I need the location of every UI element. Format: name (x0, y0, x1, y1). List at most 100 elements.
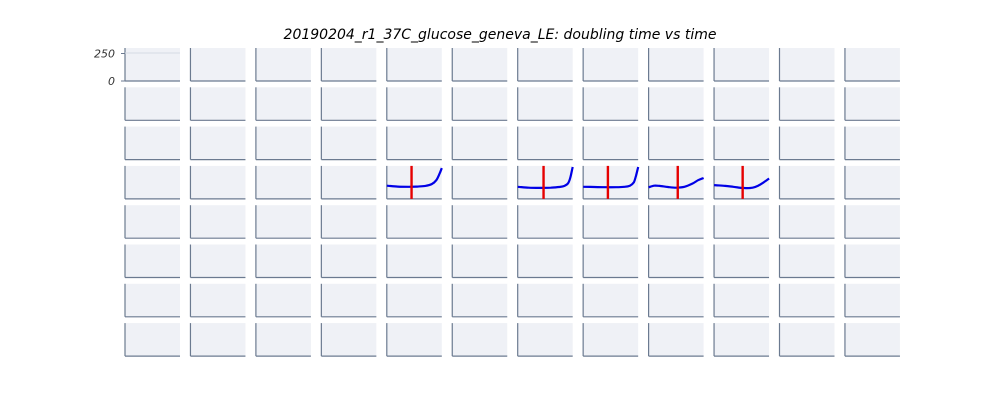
panel-background (386, 283, 442, 317)
series-line-r3-c7 (583, 166, 640, 189)
panel-background (714, 87, 770, 121)
panel-background (583, 244, 639, 278)
panel-background (583, 205, 639, 239)
panel-r6-c10 (778, 283, 835, 318)
panel-r1-c11 (844, 87, 900, 121)
panel-background (255, 244, 311, 278)
panel-r6-c5 (451, 283, 508, 318)
panel-background (517, 165, 573, 199)
panel-r1-c6 (517, 87, 573, 121)
panel-r1-c5 (451, 87, 508, 121)
panel-r4-c10 (778, 205, 835, 239)
panel-r2-c9 (713, 126, 770, 161)
panel-background (190, 323, 246, 357)
panel-background (714, 323, 770, 357)
panel-background (517, 87, 573, 121)
panel-r7-c4 (386, 323, 442, 357)
panel-r5-c11 (844, 244, 900, 279)
panel-r6-c0 (124, 283, 180, 318)
panel-r5-c10 (778, 244, 835, 279)
panel-r2-c5 (451, 126, 508, 161)
panel-r0-c7 (582, 48, 639, 82)
panel-background (583, 283, 639, 317)
panel-background (190, 205, 246, 239)
panel-background (452, 205, 508, 239)
panel-r2-c7 (582, 126, 639, 161)
panel-r1-c2 (255, 87, 311, 121)
panel-r4-c2 (255, 205, 311, 239)
panel-r6-c6 (517, 283, 573, 318)
panel-background (844, 126, 900, 160)
panel-background (190, 165, 246, 199)
panel-r2-c4 (386, 126, 442, 161)
panel-r1-c4 (386, 87, 442, 121)
panel-background (779, 244, 835, 278)
panel-r3-c6 (517, 165, 573, 200)
panel-background (844, 323, 900, 357)
panel-background (125, 323, 180, 357)
panel-r5-c7 (582, 244, 639, 279)
panel-r6-c11 (844, 283, 900, 318)
panel-background (517, 283, 573, 317)
panel-r0-c1 (189, 48, 246, 82)
panel-r4-c1 (189, 205, 246, 239)
panel-background (386, 126, 442, 160)
panel-r7-c11 (844, 323, 900, 357)
panel-r5-c0 (124, 244, 180, 279)
panel-background (321, 87, 377, 121)
panel-r3-c4 (386, 165, 442, 200)
panel-background (321, 126, 377, 160)
panel-background (844, 48, 900, 81)
panel-background (386, 205, 442, 239)
panel-r4-c6 (517, 205, 573, 239)
panel-background (583, 165, 639, 199)
panel-background (844, 165, 900, 199)
panel-r2-c0 (124, 126, 180, 161)
panel-r0-c2 (255, 48, 311, 82)
panel-background (386, 244, 442, 278)
panel-background (517, 205, 573, 239)
panel-r4-c7 (582, 205, 639, 239)
panel-r1-c8 (647, 87, 704, 121)
panel-r7-c0 (124, 323, 180, 357)
panel-background (125, 283, 180, 317)
panel-r7-c1 (189, 323, 246, 357)
panel-r0-c6 (517, 48, 573, 82)
panel-r1-c9 (713, 87, 770, 121)
panel-background (452, 48, 508, 81)
panel-r0-c10 (778, 48, 835, 82)
panel-r3-c5 (451, 165, 508, 200)
panel-background (255, 205, 311, 239)
panel-r4-c3 (320, 205, 377, 239)
panel-background (648, 244, 704, 278)
panel-r3-c7 (582, 165, 639, 200)
panel-r7-c9 (713, 323, 770, 357)
panel-background (125, 87, 180, 121)
panel-background (714, 126, 770, 160)
panel-background (779, 165, 835, 199)
panel-background (125, 165, 180, 199)
panel-background (321, 323, 377, 357)
panel-r2-c2 (255, 126, 311, 161)
panel-background (844, 283, 900, 317)
panel-background (714, 205, 770, 239)
panel-background (648, 126, 704, 160)
panel-r6-c2 (255, 283, 311, 318)
panel-background (844, 205, 900, 239)
panel-background (255, 126, 311, 160)
panel-r6-c8 (647, 283, 704, 318)
panel-background (648, 283, 704, 317)
panel-r1-c1 (189, 87, 246, 121)
panel-background (190, 87, 246, 121)
panel-background (255, 323, 311, 357)
panel-background (125, 244, 180, 278)
panel-background (583, 126, 639, 160)
panel-r7-c3 (320, 323, 377, 357)
panel-r5-c5 (451, 244, 508, 279)
panel-r7-c8 (647, 323, 704, 357)
panel-r2-c11 (844, 126, 900, 161)
panel-background (714, 244, 770, 278)
panel-background (779, 87, 835, 121)
panel-r0-c9 (713, 48, 770, 82)
panel-background (779, 283, 835, 317)
